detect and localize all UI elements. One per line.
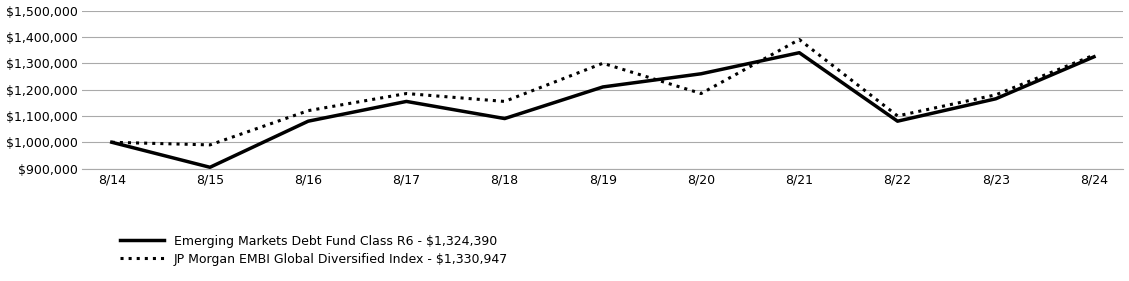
Legend: Emerging Markets Debt Fund Class R6 - $1,324,390, JP Morgan EMBI Global Diversif: Emerging Markets Debt Fund Class R6 - $1… xyxy=(120,235,508,266)
